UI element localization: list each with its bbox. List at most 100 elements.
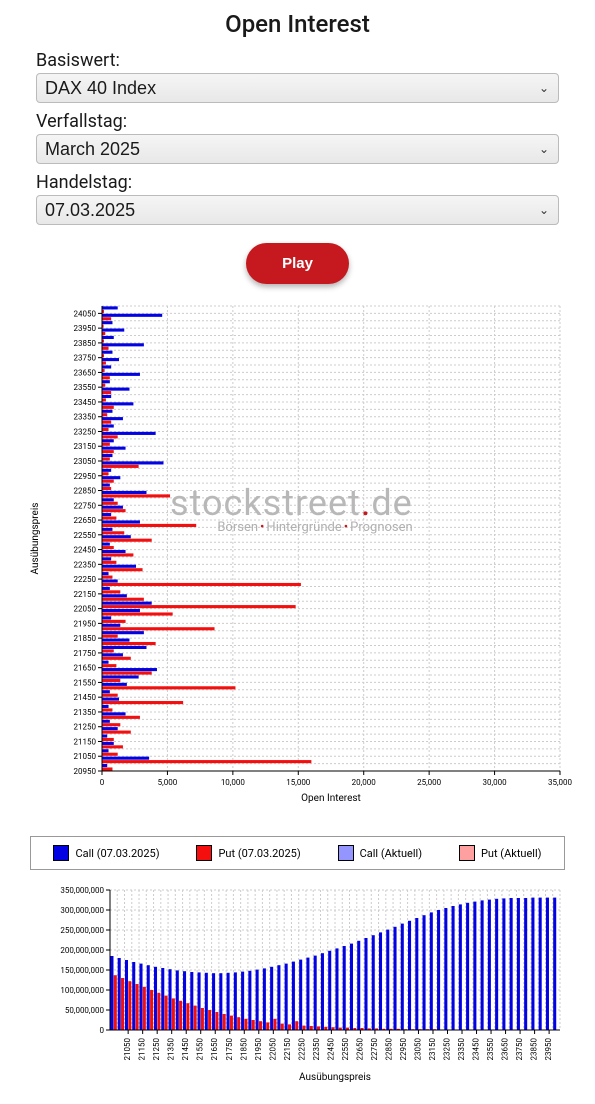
svg-text:21550: 21550 (74, 678, 97, 687)
svg-text:21950: 21950 (74, 619, 97, 628)
legend-label: Put (07.03.2025) (218, 847, 300, 860)
svg-text:22250: 22250 (297, 1038, 306, 1061)
svg-text:21850: 21850 (239, 1038, 248, 1061)
svg-text:23350: 23350 (74, 413, 97, 422)
legend-swatch (459, 845, 475, 861)
svg-text:Ausübungspreis: Ausübungspreis (299, 1072, 371, 1083)
svg-text:22650: 22650 (74, 516, 97, 525)
svg-text:22150: 22150 (74, 590, 97, 599)
legend-item: Call (07.03.2025) (53, 845, 159, 861)
verfallstag-label: Verfallstag: (36, 111, 559, 132)
svg-text:23950: 23950 (74, 324, 97, 333)
svg-text:21750: 21750 (225, 1038, 234, 1061)
svg-text:Open Interest: Open Interest (301, 793, 361, 804)
svg-text:21050: 21050 (123, 1038, 132, 1061)
svg-text:23350: 23350 (457, 1038, 466, 1061)
legend-swatch (338, 845, 354, 861)
svg-text:23250: 23250 (74, 427, 97, 436)
svg-text:23150: 23150 (74, 442, 97, 451)
svg-text:22050: 22050 (74, 605, 97, 614)
legend-label: Call (07.03.2025) (75, 847, 159, 860)
svg-text:21150: 21150 (74, 737, 97, 746)
svg-text:0: 0 (100, 1026, 105, 1035)
svg-text:23450: 23450 (74, 398, 97, 407)
svg-text:250,000,000: 250,000,000 (60, 926, 104, 935)
svg-text:21350: 21350 (74, 708, 97, 717)
svg-text:21950: 21950 (254, 1038, 263, 1061)
svg-text:100,000,000: 100,000,000 (60, 986, 104, 995)
svg-text:22650: 22650 (355, 1038, 364, 1061)
svg-text:21450: 21450 (74, 693, 97, 702)
svg-text:30,000: 30,000 (483, 778, 508, 787)
svg-text:20,000: 20,000 (352, 778, 377, 787)
svg-text:15,000: 15,000 (286, 778, 311, 787)
svg-text:5,000: 5,000 (158, 778, 178, 787)
handelstag-select[interactable]: 07.03.2025 (36, 195, 559, 225)
svg-text:23150: 23150 (428, 1038, 437, 1061)
svg-text:22750: 22750 (74, 501, 97, 510)
svg-text:10,000: 10,000 (221, 778, 246, 787)
svg-text:21050: 21050 (74, 752, 97, 761)
svg-text:22450: 22450 (326, 1038, 335, 1061)
svg-text:Ausübungspreis: Ausübungspreis (30, 503, 41, 575)
svg-text:22350: 22350 (74, 560, 97, 569)
svg-text:23650: 23650 (74, 368, 97, 377)
svg-text:23950: 23950 (544, 1038, 553, 1061)
svg-text:24050: 24050 (74, 309, 97, 318)
svg-text:20950: 20950 (74, 767, 97, 776)
page-title: Open Interest (0, 10, 595, 38)
svg-text:23850: 23850 (530, 1038, 539, 1061)
open-interest-chart: 24050 23950 23850 23750 23650 23550 23450 23350… (20, 302, 575, 822)
svg-text:300,000,000: 300,000,000 (60, 906, 104, 915)
play-button[interactable]: Play (246, 243, 349, 284)
svg-text:50,000,000: 50,000,000 (65, 1006, 105, 1015)
svg-text:21650: 21650 (210, 1038, 219, 1061)
svg-text:23250: 23250 (443, 1038, 452, 1061)
svg-text:25,000: 25,000 (417, 778, 442, 787)
svg-text:350,000,000: 350,000,000 (60, 886, 104, 895)
svg-text:21850: 21850 (74, 634, 97, 643)
svg-text:22850: 22850 (74, 487, 97, 496)
svg-text:22550: 22550 (341, 1038, 350, 1061)
legend-swatch (196, 845, 212, 861)
svg-text:21150: 21150 (138, 1038, 147, 1061)
svg-text:21450: 21450 (181, 1038, 190, 1061)
legend-swatch (53, 845, 69, 861)
legend-item: Put (Aktuell) (459, 845, 542, 861)
svg-text:0: 0 (100, 778, 105, 787)
chart-legend: Call (07.03.2025) Put (07.03.2025) Call (A… (30, 836, 565, 870)
svg-text:23750: 23750 (515, 1038, 524, 1061)
legend-item: Call (Aktuell) (338, 845, 422, 861)
cumulative-chart: 0 50,000,000 100,000,000 150,000,000 200,000… (20, 880, 575, 1090)
svg-text:22050: 22050 (268, 1038, 277, 1061)
svg-text:21550: 21550 (196, 1038, 205, 1061)
handelstag-label: Handelstag: (36, 172, 559, 193)
svg-text:23050: 23050 (413, 1038, 422, 1061)
svg-text:200,000,000: 200,000,000 (60, 946, 104, 955)
svg-text:22250: 22250 (74, 575, 97, 584)
svg-text:23550: 23550 (486, 1038, 495, 1061)
svg-text:22550: 22550 (74, 531, 97, 540)
legend-label: Put (Aktuell) (481, 847, 542, 860)
svg-text:23450: 23450 (472, 1038, 481, 1061)
svg-text:23050: 23050 (74, 457, 97, 466)
svg-text:23650: 23650 (501, 1038, 510, 1061)
svg-text:21250: 21250 (74, 723, 97, 732)
svg-text:21650: 21650 (74, 664, 97, 673)
svg-text:22850: 22850 (384, 1038, 393, 1061)
svg-text:22350: 22350 (312, 1038, 321, 1061)
svg-text:22150: 22150 (283, 1038, 292, 1061)
legend-item: Put (07.03.2025) (196, 845, 300, 861)
svg-text:22950: 22950 (74, 472, 97, 481)
verfallstag-select[interactable]: March 2025 (36, 134, 559, 164)
svg-text:150,000,000: 150,000,000 (60, 966, 104, 975)
svg-text:23550: 23550 (74, 383, 97, 392)
svg-text:22750: 22750 (370, 1038, 379, 1061)
svg-text:35,000: 35,000 (548, 778, 573, 787)
svg-text:23850: 23850 (74, 339, 97, 348)
svg-text:21750: 21750 (74, 649, 97, 658)
svg-text:21350: 21350 (167, 1038, 176, 1061)
svg-text:23750: 23750 (74, 354, 97, 363)
basiswert-select[interactable]: DAX 40 Index (36, 73, 559, 103)
svg-text:22950: 22950 (399, 1038, 408, 1061)
